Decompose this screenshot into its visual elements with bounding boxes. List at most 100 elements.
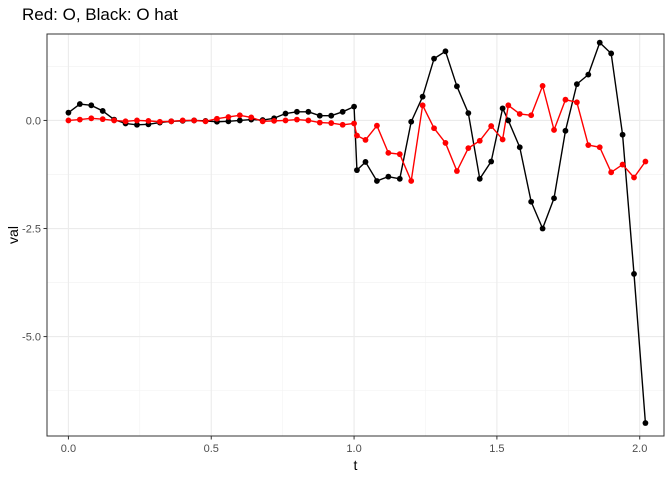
data-point: [608, 169, 615, 176]
data-point: [316, 112, 323, 119]
data-point: [362, 137, 369, 143]
data-point: [505, 102, 512, 109]
data-point: [214, 115, 220, 122]
grid-major: [47, 34, 664, 436]
data-point: [528, 198, 535, 205]
x-tick-label: 0.0: [61, 443, 76, 455]
x-tick-label: 2.0: [632, 443, 647, 455]
data-point: [562, 127, 569, 134]
data-point: [259, 118, 266, 125]
data-point: [516, 111, 523, 117]
data-point: [294, 108, 300, 115]
data-point: [99, 116, 106, 123]
data-point: [236, 117, 243, 124]
data-point: [294, 116, 300, 123]
data-point: [408, 178, 415, 184]
data-point: [642, 420, 649, 426]
data-point: [499, 136, 506, 143]
data-point: [608, 50, 615, 57]
data-point: [442, 140, 449, 146]
data-point: [454, 83, 460, 90]
data-point: [328, 120, 335, 126]
data-point: [362, 159, 369, 165]
data-point: [465, 145, 472, 152]
data-point: [454, 168, 460, 174]
data-point: [551, 127, 557, 133]
data-point: [156, 118, 163, 125]
plot-border: [46, 33, 665, 437]
data-point: [271, 117, 277, 124]
data-point: [305, 108, 312, 115]
data-point: [585, 71, 592, 78]
data-point: [65, 117, 72, 124]
data-point: [191, 117, 198, 124]
data-point: [305, 117, 312, 124]
data-point: [88, 102, 95, 109]
data-point: [225, 118, 232, 125]
data-point: [225, 114, 232, 120]
x-axis: 0.0 0.5 1.0 1.5 2.0: [61, 436, 647, 455]
data-point: [642, 158, 649, 165]
data-point: [351, 103, 357, 110]
data-point: [516, 144, 523, 151]
data-point: [431, 125, 437, 132]
data-point: [539, 82, 546, 89]
data-point: [396, 175, 403, 182]
data-point: [573, 81, 580, 88]
data-point: [76, 116, 83, 123]
data-point: [419, 93, 426, 100]
data-point: [111, 117, 118, 124]
data-point: [551, 195, 557, 202]
data-point: [528, 112, 535, 119]
data-point: [408, 118, 415, 125]
data-point: [488, 123, 495, 129]
data-point: [539, 225, 546, 232]
data-point: [339, 108, 346, 115]
x-tick-label: 1.5: [489, 443, 504, 455]
data-point: [476, 137, 483, 144]
data-point: [499, 105, 506, 112]
data-point: [236, 112, 243, 119]
x-tick-label: 0.5: [204, 443, 219, 455]
data-point: [134, 117, 140, 124]
data-point: [396, 151, 403, 158]
y-axis-title: val: [5, 226, 21, 244]
data-point: [351, 120, 357, 127]
data-point: [354, 132, 360, 139]
x-tick-label: 1.0: [346, 443, 361, 455]
data-point: [145, 117, 152, 124]
data-point: [562, 96, 569, 103]
data-point: [122, 118, 129, 125]
data-point: [431, 55, 437, 62]
y-tick-label: -5.0: [22, 332, 41, 344]
data-point: [339, 121, 346, 128]
data-point: [99, 108, 106, 114]
series-points: [65, 39, 649, 426]
data-point: [88, 115, 95, 122]
data-point: [202, 118, 209, 125]
data-point: [631, 174, 637, 181]
data-point: [65, 109, 72, 116]
x-axis-title: t: [354, 457, 358, 473]
data-point: [476, 175, 483, 182]
data-point: [179, 117, 186, 124]
data-point: [596, 39, 603, 46]
data-point: [619, 161, 626, 168]
data-point: [505, 117, 512, 124]
data-point: [619, 131, 626, 138]
chart-title: Red: O, Black: O hat: [22, 5, 178, 24]
data-point: [134, 121, 140, 128]
data-point: [282, 110, 289, 117]
y-tick-label: -2.5: [22, 224, 41, 236]
data-point: [76, 101, 83, 107]
data-point: [631, 271, 637, 277]
y-axis: 0.0 -2.5 -5.0: [22, 115, 47, 344]
data-point: [488, 158, 495, 165]
data-point: [168, 118, 175, 125]
data-point: [465, 110, 472, 116]
data-point: [374, 122, 380, 129]
data-point: [585, 142, 592, 148]
data-point: [328, 112, 335, 119]
data-point: [385, 149, 392, 156]
